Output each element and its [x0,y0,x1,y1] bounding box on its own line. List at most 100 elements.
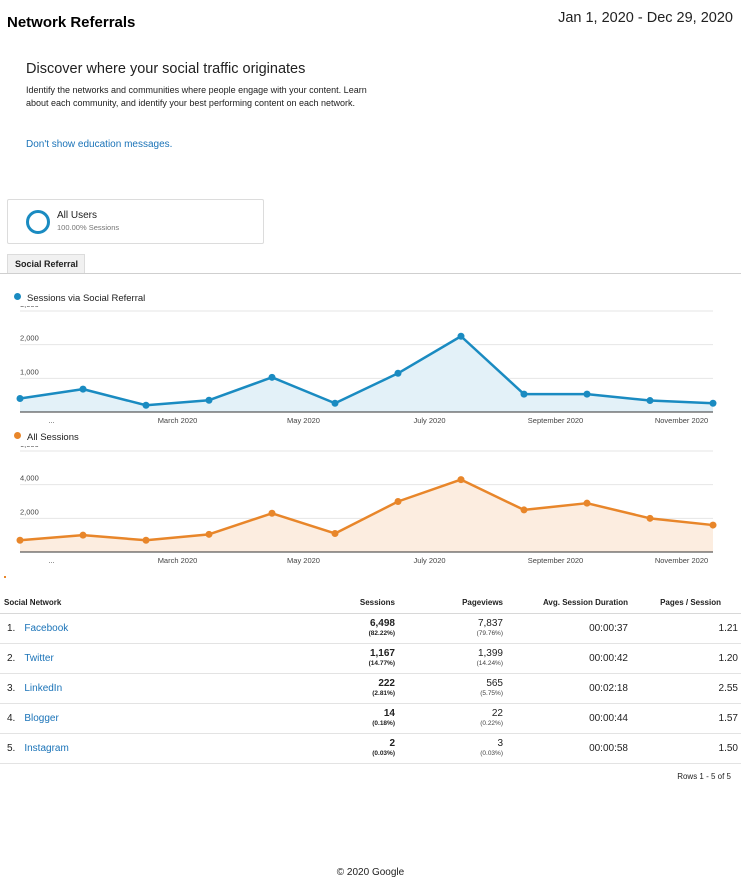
x-tick-label: September 2020 [528,556,583,565]
data-point[interactable] [709,521,717,529]
tab-divider [0,273,741,274]
dismiss-education-link[interactable]: Don't show education messages. [26,139,173,150]
y-tick-label: 4,000 [20,474,39,483]
sessions-cell: 222 (2.81%) [300,673,395,704]
sessions-value: 2 [389,738,395,749]
sessions-cell: 14 (0.18%) [300,703,395,734]
data-point[interactable] [331,399,339,407]
table-header-row: Social Network Sessions Pageviews Avg. S… [0,592,741,614]
sessions-social-referral-chart: 1,000 2,000 3,000... March 2020 May 2020 July… [16,306,717,425]
col-header-network[interactable]: Social Network [0,592,300,614]
data-point[interactable] [205,530,213,538]
pages-session-cell: 1.20 [628,643,741,674]
table-row: 5. Instagram 2 (0.03%) 3 (0.03%) 00:00:58 1.50 [0,733,741,764]
data-point[interactable] [268,509,276,517]
education-heading: Discover where your social traffic origi… [26,61,306,77]
data-point[interactable] [457,332,465,340]
data-point[interactable] [142,536,150,544]
table-row: 3. LinkedIn 222 (2.81%) 565 (5.75%) 00:02:18 2.… [0,673,741,704]
data-point[interactable] [79,531,87,539]
data-point[interactable] [331,529,339,537]
footer-copyright: © 2020 Google [336,867,405,878]
data-point[interactable] [457,476,465,484]
sessions-value: 1,167 [369,648,395,659]
data-point[interactable] [583,390,591,398]
social-network-table: Social Network Sessions Pageviews Avg. S… [0,592,741,764]
pages-session-cell: 2.55 [628,673,741,704]
x-tick-label: July 2020 [413,416,445,425]
data-point[interactable] [709,399,717,407]
sessions-value: 14 [383,708,395,719]
duration-cell: 00:00:37 [503,613,628,644]
x-tick-label: November 2020 [655,556,708,565]
pageviews-value: 3 [497,738,503,749]
data-point[interactable] [520,506,528,514]
table-row: 2. Twitter 1,167 (14.77%) 1,399 (14.24%) 00:00… [0,643,741,674]
col-header-pageviews[interactable]: Pageviews [395,592,503,614]
segment-card[interactable]: All Users 100.00% Sessions [7,199,264,244]
chart2-legend-dot [14,432,21,439]
pageviews-cell: 1,399 (14.24%) [395,643,503,674]
all-sessions-chart: 2,000 4,000 6,000... March 2020 May 2020 July… [16,446,717,565]
tab-social-referral[interactable]: Social Referral [7,254,85,274]
data-point[interactable] [268,373,276,381]
x-tick-label: March 2020 [158,416,198,425]
pages-session-cell: 1.21 [628,613,741,644]
x-tick-label: September 2020 [528,416,583,425]
data-point[interactable] [646,514,654,522]
pageviews-value: 1,399 [477,648,503,659]
data-point[interactable] [394,498,402,505]
y-tick-label: 2,000 [20,507,39,516]
y-tick-label: 2,000 [20,334,39,343]
data-point[interactable] [205,396,213,404]
network-cell: 1. Facebook [0,613,300,644]
network-link[interactable]: Blogger [24,712,59,724]
sessions-percent: (82.22%) [368,630,395,637]
pageviews-percent: (5.75%) [480,690,503,697]
sessions-value: 222 [378,678,395,689]
row-index: 2. [7,652,16,664]
x-tick-label: ... [48,556,54,565]
rows-info: Rows 1 - 5 of 5 [677,772,731,781]
network-link[interactable]: Facebook [24,622,69,634]
data-point[interactable] [583,499,591,507]
data-point[interactable] [520,390,528,398]
date-range[interactable]: Jan 1, 2020 - Dec 29, 2020 [558,10,733,26]
pages-session-cell: 1.50 [628,733,741,764]
series-area [20,479,713,552]
network-link[interactable]: Instagram [24,742,69,754]
network-link[interactable]: Twitter [24,652,54,664]
network-cell: 5. Instagram [0,733,300,764]
pageviews-cell: 565 (5.75%) [395,673,503,704]
pageviews-percent: (79.76%) [476,630,503,637]
sessions-cell: 2 (0.03%) [300,733,395,764]
chart2-legend-label: All Sessions [27,432,79,443]
col-header-sessions[interactable]: Sessions [300,592,395,614]
network-link[interactable]: LinkedIn [24,682,63,694]
data-point[interactable] [79,385,87,393]
pages-session-cell: 1.57 [628,703,741,734]
pageviews-value: 7,837 [477,618,503,629]
x-tick-label: May 2020 [287,416,320,425]
chart2-legend: All Sessions [14,432,79,443]
col-header-pages-session[interactable]: Pages / Session [628,592,741,614]
x-tick-label: November 2020 [655,416,708,425]
row-index: 5. [7,742,16,754]
data-point[interactable] [16,395,24,403]
table-row: 4. Blogger 14 (0.18%) 22 (0.22%) 00:00:44 1.57 [0,703,741,734]
sessions-percent: (2.81%) [372,690,395,697]
segment-sessions-share: 100.00% Sessions [57,223,120,232]
data-point[interactable] [646,397,654,405]
data-point[interactable] [16,536,24,544]
sessions-value: 6,498 [369,618,395,629]
col-header-duration[interactable]: Avg. Session Duration [503,592,628,614]
x-tick-label: July 2020 [413,556,445,565]
education-body: Identify the networks and communities wh… [26,85,367,108]
duration-cell: 00:00:58 [503,733,628,764]
data-point[interactable] [394,369,402,377]
data-point[interactable] [142,401,150,409]
sessions-cell: 6,498 (82.22%) [300,613,395,644]
pageviews-percent: (0.22%) [480,720,503,727]
y-tick-label: 6,000 [20,446,39,449]
decorative-dot [4,576,6,578]
